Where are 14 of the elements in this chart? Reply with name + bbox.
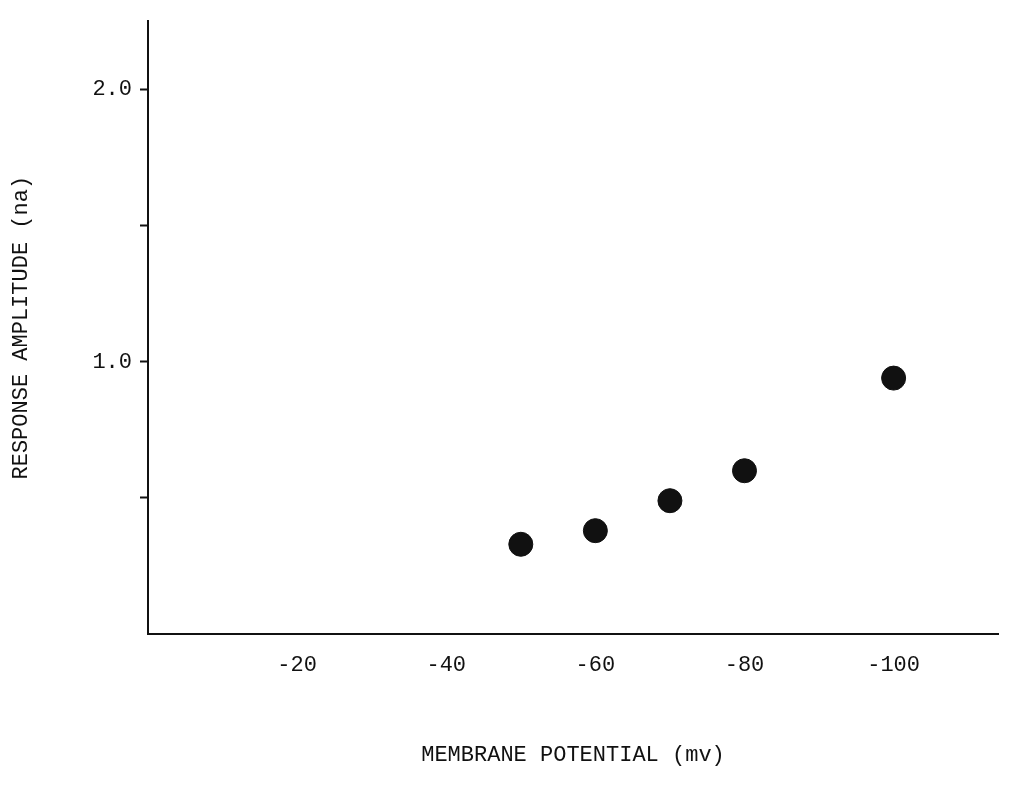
y-axis-title: RESPONSE AMPLITUDE (na) bbox=[9, 175, 35, 480]
x-tick-label: -20 bbox=[277, 653, 317, 679]
point bbox=[508, 531, 534, 557]
point bbox=[731, 458, 757, 484]
x-tick-label: -60 bbox=[575, 653, 616, 679]
point bbox=[657, 488, 683, 514]
point bbox=[582, 518, 608, 544]
x-tick-label: -80 bbox=[724, 653, 765, 679]
x-axis-title: MEMBRANE POTENTIAL (mv) bbox=[421, 742, 725, 768]
x-tick-label: -40 bbox=[426, 653, 467, 679]
x-tick-label: -100 bbox=[867, 653, 921, 679]
y-tick-label: 1.0 bbox=[92, 349, 133, 375]
y-tick-label: 2.0 bbox=[92, 77, 133, 103]
point bbox=[881, 365, 907, 391]
